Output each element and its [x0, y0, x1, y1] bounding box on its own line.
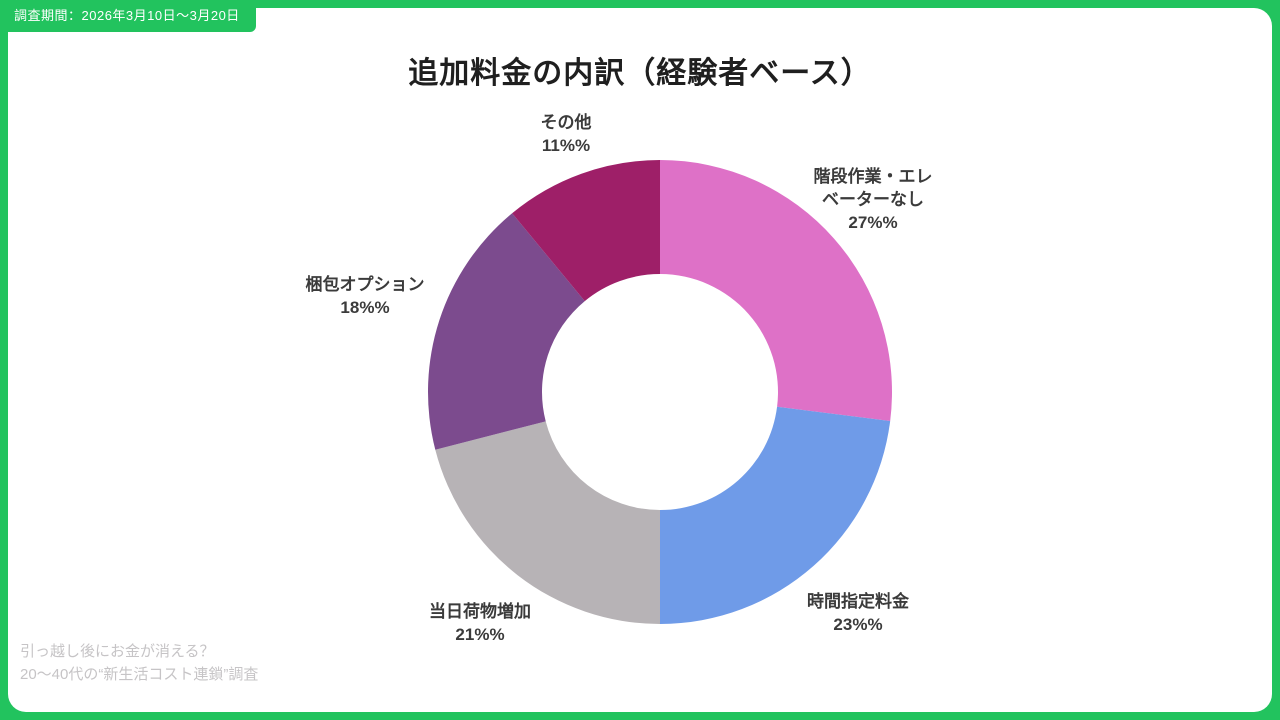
pie-slice-3	[428, 213, 585, 450]
survey-period-badge: 調査期間：2026年3月10日〜3月20日	[0, 0, 256, 32]
slice-label-other: その他 11%%	[540, 113, 592, 155]
pie-slice-4	[512, 160, 660, 302]
pie-slice-1	[660, 406, 891, 624]
slice-label-time-slot-fee: 時間指定料金 23%%	[807, 592, 909, 634]
footer-note: 引っ越し後にお金が消える？ 20〜40代の“新生活コスト連鎖”調査	[20, 640, 258, 687]
footer-line-2: 20〜40代の“新生活コスト連鎖”調査	[20, 665, 259, 683]
slice-label-same-day-extra-items: 当日荷物増加 21%%	[429, 602, 531, 644]
footer-line-1: 引っ越し後にお金が消える？	[20, 642, 215, 660]
slice-label-packing-option: 梱包オプション 18%%	[305, 275, 425, 317]
donut-chart-svg	[428, 160, 892, 624]
pie-slice-0	[660, 160, 892, 422]
slice-label-stairs-no-elevator: 階段作業・エレ ベーターなし 27%%	[813, 167, 933, 232]
pie-slice-2	[435, 421, 660, 624]
chart-title: 追加料金の内訳（経験者ベース）	[408, 57, 872, 90]
donut-chart	[425, 157, 895, 627]
